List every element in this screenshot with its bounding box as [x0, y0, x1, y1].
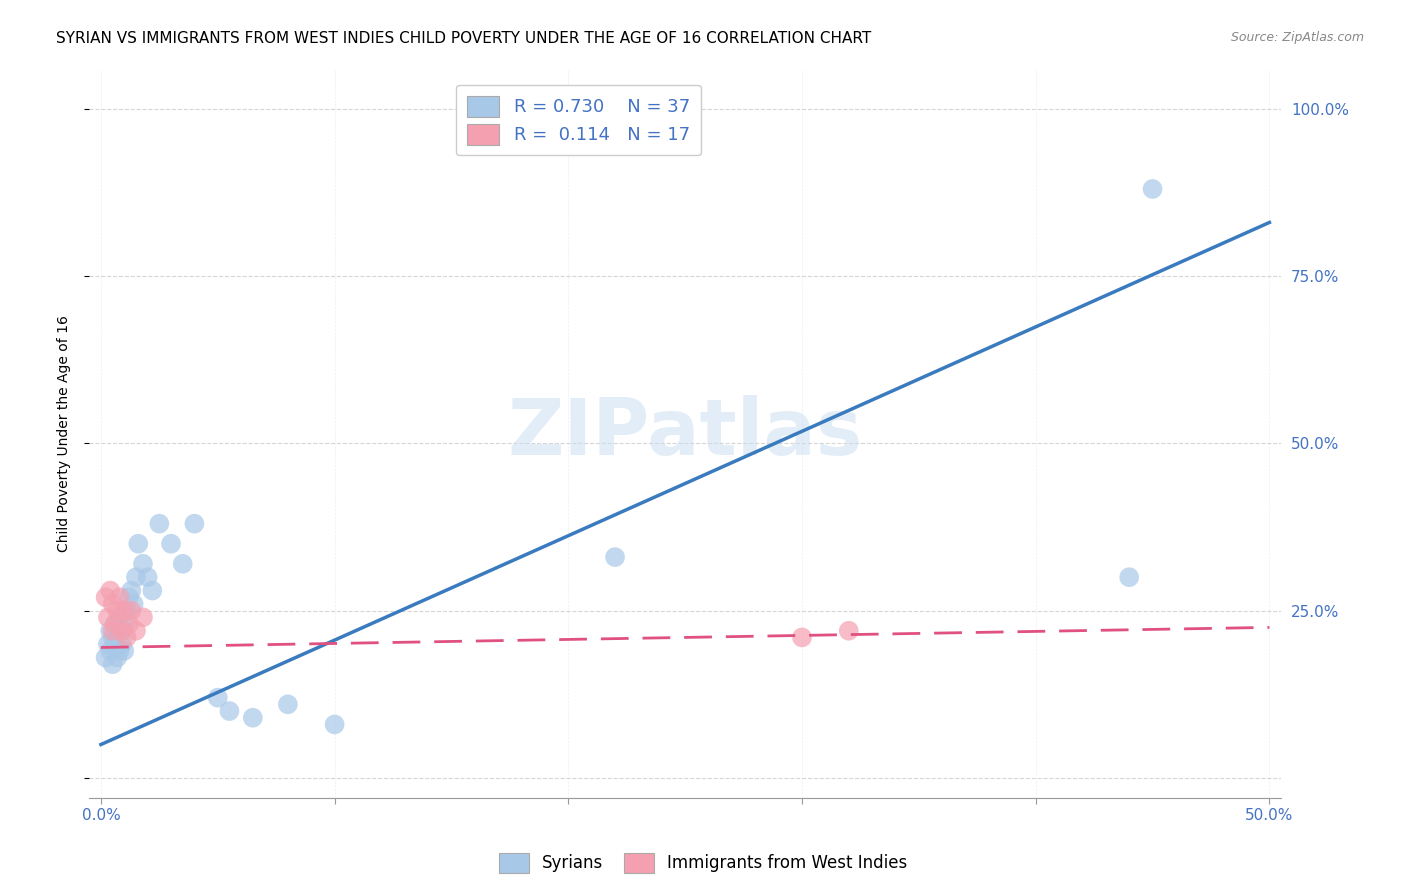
Point [112, 644, 135, 658]
Point [101, 597, 124, 611]
Point [112, 617, 135, 632]
Point [115, 604, 138, 618]
Point [108, 610, 131, 624]
Point [125, 624, 148, 638]
Point [97, 610, 120, 624]
Point [105, 650, 128, 665]
Point [94, 591, 117, 605]
Point [603, 550, 626, 565]
Point [111, 624, 134, 638]
Point [323, 717, 346, 731]
Point [94, 650, 117, 665]
Text: SYRIAN VS IMMIGRANTS FROM WEST INDIES CHILD POVERTY UNDER THE AGE OF 16 CORRELAT: SYRIAN VS IMMIGRANTS FROM WEST INDIES CH… [56, 31, 872, 46]
Point [1142, 182, 1164, 196]
Point [122, 597, 145, 611]
Point [132, 557, 155, 571]
Point [790, 631, 813, 645]
Point [160, 537, 183, 551]
Point [98, 644, 121, 658]
Point [120, 583, 142, 598]
Point [101, 624, 124, 638]
Point [111, 637, 134, 651]
Point [242, 711, 264, 725]
Point [108, 644, 131, 658]
Point [1118, 570, 1140, 584]
Point [105, 604, 128, 618]
Point [838, 624, 860, 638]
Text: ZIPatlas: ZIPatlas [508, 395, 863, 471]
Point [115, 631, 138, 645]
Y-axis label: Child Poverty Under the Age of 16: Child Poverty Under the Age of 16 [58, 315, 72, 552]
Point [98, 624, 121, 638]
Point [148, 516, 170, 531]
Point [97, 637, 120, 651]
Point [101, 657, 124, 672]
Point [111, 624, 134, 638]
Point [118, 617, 141, 632]
Point [207, 690, 229, 705]
Point [125, 570, 148, 584]
Point [105, 624, 128, 638]
Point [141, 583, 163, 598]
Point [98, 583, 121, 598]
Point [132, 610, 155, 624]
Point [172, 557, 194, 571]
Point [104, 617, 127, 632]
Point [120, 604, 142, 618]
Point [118, 591, 141, 605]
Point [112, 604, 135, 618]
Point [218, 704, 240, 718]
Text: Source: ZipAtlas.com: Source: ZipAtlas.com [1230, 31, 1364, 45]
Point [127, 537, 149, 551]
Point [277, 698, 299, 712]
Legend: Syrians, Immigrants from West Indies: Syrians, Immigrants from West Indies [492, 847, 914, 880]
Point [183, 516, 205, 531]
Legend: R = 0.730    N = 37, R =  0.114   N = 17: R = 0.730 N = 37, R = 0.114 N = 17 [456, 85, 700, 155]
Point [104, 637, 127, 651]
Point [108, 591, 131, 605]
Point [101, 631, 124, 645]
Point [136, 570, 159, 584]
Point [104, 617, 127, 632]
